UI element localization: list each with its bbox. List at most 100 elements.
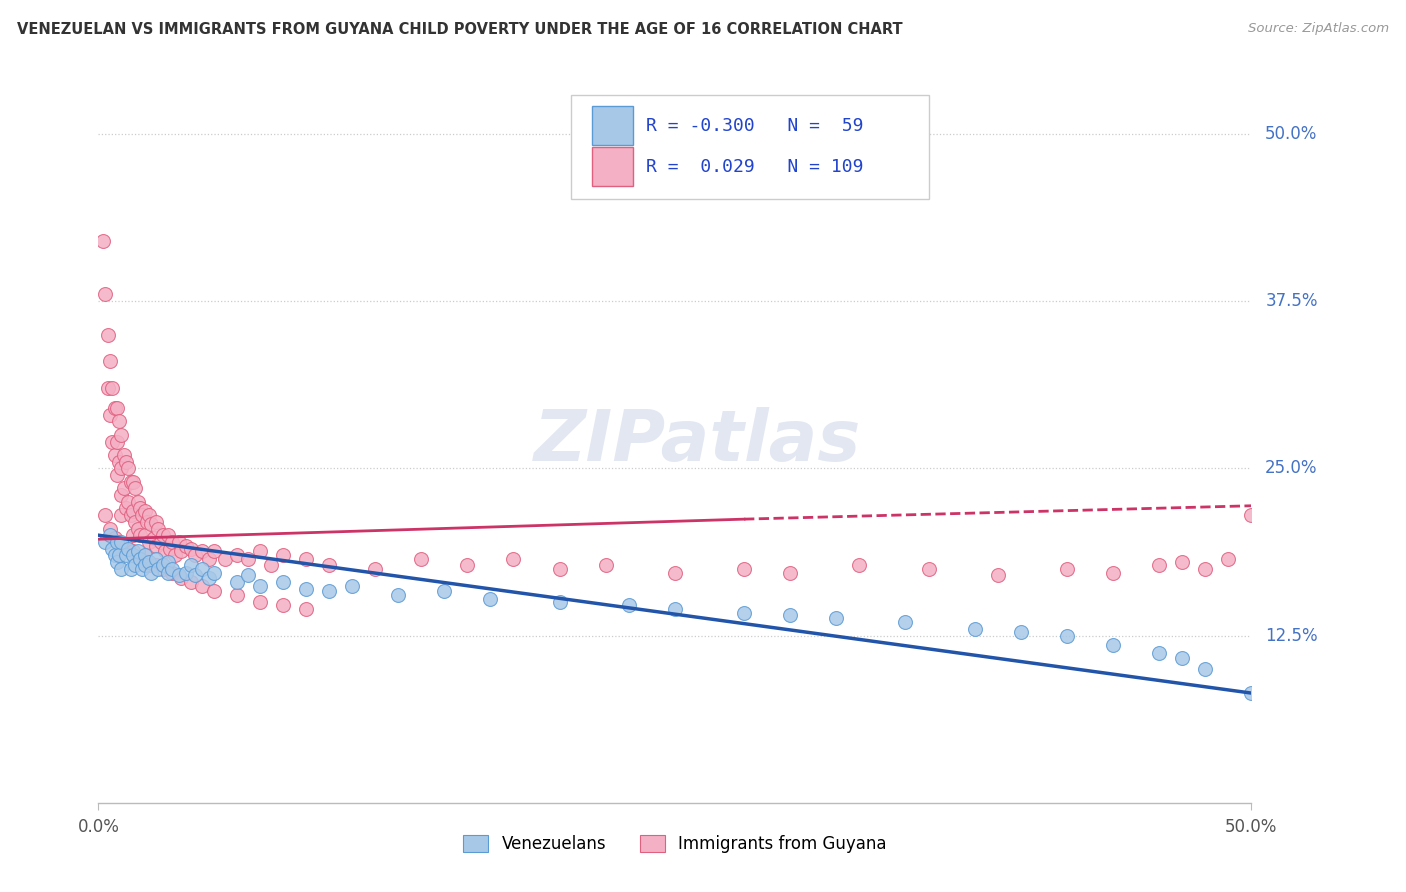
Point — [1171, 651, 1194, 665]
Point — [115, 539, 138, 553]
Point — [112, 482, 135, 496]
Point — [138, 558, 160, 572]
Point — [110, 562, 132, 576]
Point — [101, 381, 124, 395]
Point — [1218, 552, 1240, 566]
Point — [963, 622, 986, 636]
Point — [105, 555, 128, 569]
Point — [779, 608, 801, 623]
Point — [271, 598, 294, 612]
Point — [134, 504, 156, 518]
Point — [135, 515, 157, 529]
Point — [170, 571, 193, 585]
Point — [98, 528, 121, 542]
Point — [318, 584, 340, 599]
Point — [97, 381, 120, 395]
Point — [110, 508, 132, 523]
Point — [225, 548, 247, 563]
Point — [134, 548, 156, 563]
Point — [108, 548, 131, 563]
Point — [502, 552, 524, 566]
Point — [120, 562, 142, 576]
Point — [124, 515, 146, 529]
Point — [411, 552, 433, 566]
Point — [122, 548, 145, 563]
Point — [664, 566, 686, 580]
Point — [94, 287, 117, 301]
Point — [127, 521, 149, 535]
Point — [105, 434, 128, 449]
Point — [122, 544, 145, 558]
Point — [105, 534, 128, 549]
Point — [142, 531, 165, 545]
Point — [202, 566, 225, 580]
Point — [98, 521, 121, 535]
Point — [1240, 686, 1263, 700]
FancyBboxPatch shape — [592, 106, 633, 145]
Point — [174, 539, 197, 553]
Point — [191, 562, 214, 576]
Point — [149, 534, 172, 549]
Point — [127, 544, 149, 558]
Point — [271, 548, 294, 563]
Legend: Venezuelans, Immigrants from Guyana: Venezuelans, Immigrants from Guyana — [457, 828, 893, 860]
Point — [1240, 508, 1263, 523]
Point — [1194, 562, 1216, 576]
Point — [917, 562, 939, 576]
Point — [249, 595, 271, 609]
Point — [138, 534, 160, 549]
Text: Source: ZipAtlas.com: Source: ZipAtlas.com — [1249, 22, 1389, 36]
Point — [1010, 624, 1032, 639]
Point — [733, 562, 755, 576]
Point — [180, 558, 202, 572]
Point — [131, 508, 153, 523]
Point — [733, 606, 755, 620]
Point — [214, 552, 236, 566]
Point — [184, 548, 207, 563]
Point — [180, 575, 202, 590]
Point — [138, 508, 160, 523]
Point — [156, 555, 179, 569]
Point — [198, 552, 221, 566]
Point — [238, 552, 260, 566]
Point — [127, 494, 149, 508]
Point — [156, 566, 179, 580]
Point — [115, 455, 138, 469]
Point — [198, 571, 221, 585]
Point — [110, 534, 132, 549]
Point — [163, 548, 186, 563]
Point — [1171, 555, 1194, 569]
Point — [548, 595, 571, 609]
Point — [103, 531, 125, 545]
Point — [98, 354, 121, 368]
Point — [152, 558, 174, 572]
Point — [1102, 638, 1125, 652]
Point — [145, 515, 167, 529]
Point — [160, 566, 183, 580]
Point — [131, 562, 153, 576]
Point — [271, 575, 294, 590]
Point — [191, 579, 214, 593]
Point — [191, 544, 214, 558]
Point — [152, 562, 174, 576]
Point — [155, 544, 177, 558]
Point — [134, 558, 156, 572]
Point — [167, 568, 190, 582]
Text: ZIPatlas: ZIPatlas — [534, 407, 862, 476]
Point — [103, 548, 125, 563]
Text: VENEZUELAN VS IMMIGRANTS FROM GUYANA CHILD POVERTY UNDER THE AGE OF 16 CORRELATI: VENEZUELAN VS IMMIGRANTS FROM GUYANA CHI… — [17, 22, 903, 37]
Text: 50.0%: 50.0% — [1265, 125, 1317, 143]
Point — [117, 541, 139, 556]
Point — [295, 582, 318, 596]
Point — [295, 602, 318, 616]
Point — [101, 541, 124, 556]
Point — [987, 568, 1010, 582]
Point — [225, 589, 247, 603]
Point — [110, 427, 132, 442]
Point — [364, 562, 387, 576]
Point — [134, 548, 156, 563]
Point — [202, 584, 225, 599]
Point — [148, 521, 170, 535]
Point — [848, 558, 870, 572]
Point — [134, 528, 156, 542]
